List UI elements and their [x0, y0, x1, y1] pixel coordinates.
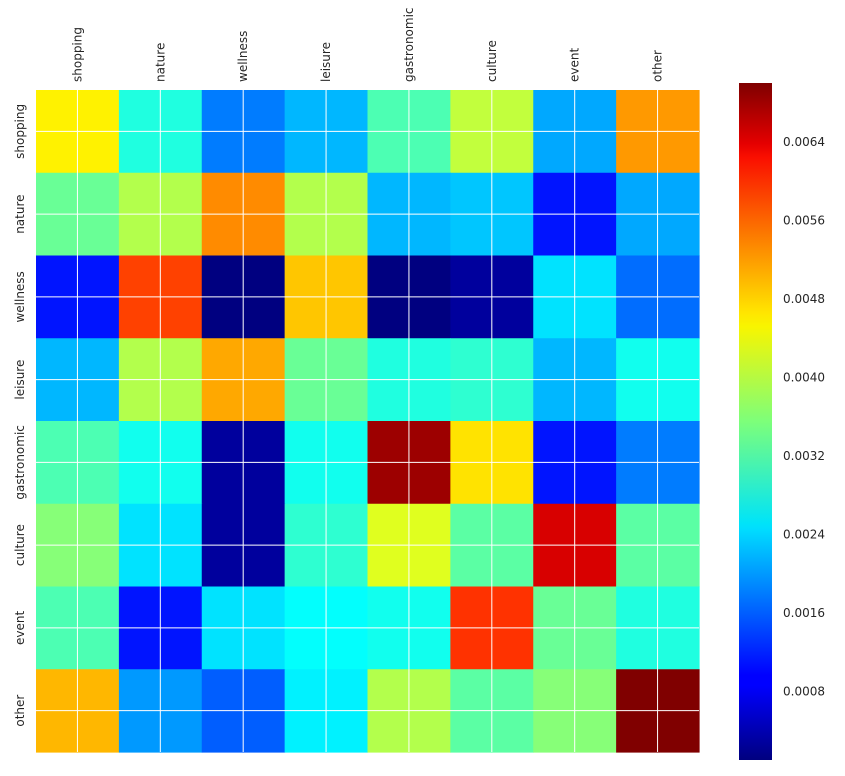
colorbar-tick-label: 0.0032: [783, 449, 825, 463]
y-axis-labels: shopping nature wellness leisure gastronomic…: [13, 104, 27, 727]
colorbar-tick-label: 0.0056: [783, 213, 825, 227]
colorbar-tick-label: 0.0064: [783, 135, 825, 149]
heatmap-gridlines: [36, 90, 699, 752]
colorbar-ticks: 0.0008 0.0016 0.0024 0.0032 0.0040 0.0048 0.00…: [783, 135, 825, 698]
x-tick-label: event: [568, 48, 582, 82]
y-tick-label: culture: [13, 524, 27, 566]
x-tick-label: culture: [485, 40, 499, 82]
x-tick-label: shopping: [70, 27, 84, 82]
colorbar: [739, 83, 772, 760]
x-tick-label: wellness: [236, 31, 250, 82]
colorbar-tick-label: 0.0048: [783, 292, 825, 306]
x-tick-label: leisure: [319, 42, 333, 82]
y-tick-label: shopping: [13, 104, 27, 159]
y-tick-label: gastronomic: [13, 425, 27, 500]
colorbar-tick-label: 0.0040: [783, 370, 825, 384]
x-tick-label: nature: [153, 43, 167, 82]
y-tick-label: nature: [13, 194, 27, 233]
colorbar-tick-label: 0.0024: [783, 527, 825, 541]
y-tick-label: leisure: [13, 360, 27, 400]
x-axis-labels: shopping nature wellness leisure gastronomic…: [70, 7, 664, 82]
x-tick-label: gastronomic: [402, 7, 416, 82]
x-tick-label: other: [651, 50, 665, 82]
colorbar-tick-label: 0.0008: [783, 684, 825, 698]
y-tick-label: wellness: [13, 271, 27, 322]
heatmap-cells: [36, 90, 700, 753]
y-tick-label: event: [13, 610, 27, 644]
y-tick-label: other: [13, 695, 27, 727]
colorbar-tick-label: 0.0016: [783, 606, 825, 620]
